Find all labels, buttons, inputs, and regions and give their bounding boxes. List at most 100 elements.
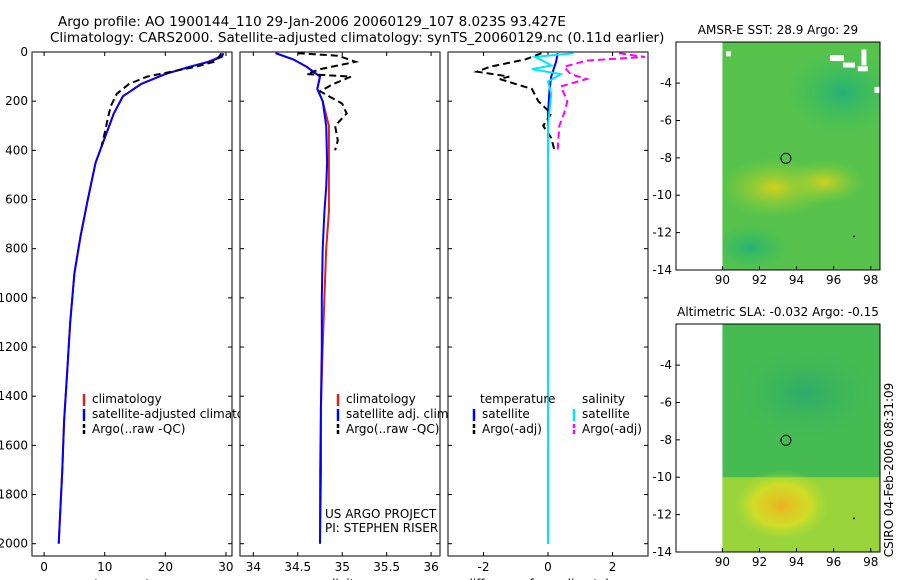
temperature-ytick-label: 1800 bbox=[0, 488, 28, 502]
salinity-legend-satellite: satellite adj. clim. bbox=[346, 407, 452, 421]
sla_map-ytick-label: -6 bbox=[660, 395, 672, 409]
salinity-panel: 34 34.5 35 35.5 36 salinity climatologysatelli… bbox=[239, 51, 452, 580]
sst-missing-patch bbox=[829, 55, 844, 62]
temperature-panel: 0 200 400 600 800 1000 1200 1400 1600 1800 2000 0 10… bbox=[0, 45, 270, 580]
header-line2: Climatology: CARS2000. Satellite-adjuste… bbox=[50, 30, 664, 46]
diff-legend-temp-argo: Argo(-adj) bbox=[482, 422, 542, 436]
temperature-xtick-label: 0 bbox=[40, 560, 48, 574]
diff-legend-title-temperature: temperature bbox=[480, 392, 555, 406]
temperature-ytick-label: 2000 bbox=[0, 537, 28, 551]
sla_map-ytick-label: -8 bbox=[660, 433, 672, 447]
sla_map-xtick-label: 96 bbox=[826, 555, 841, 569]
difference-xtick-label: -2 bbox=[477, 560, 489, 574]
diff-legend-sal-satellite: satellite bbox=[582, 407, 630, 421]
sla_map-xtick-label: 90 bbox=[715, 555, 730, 569]
sla_map-field bbox=[722, 324, 880, 552]
difference-xtick-label: 0 bbox=[544, 560, 552, 574]
sla_map-small-marker bbox=[853, 517, 856, 520]
sst_map-float-marker bbox=[780, 152, 792, 164]
sst_map-xtick-label: 90 bbox=[715, 273, 730, 287]
sst_map-ytick-label: -12 bbox=[652, 226, 672, 240]
salinity-xtick-label: 35.5 bbox=[373, 560, 400, 574]
salinity-legend-climatology: climatology bbox=[346, 392, 416, 406]
credit-label: CSIRO 04-Feb-2006 08:31:09 bbox=[882, 383, 896, 558]
temperature-series-satellite-adjusted-climatology bbox=[57, 52, 225, 544]
difference-panel: -2 0 2 difference from climatology temperatu… bbox=[447, 51, 649, 580]
sst-missing-patch bbox=[857, 66, 868, 72]
salinity-xtick-label: 34.5 bbox=[284, 560, 311, 574]
temperature-ytick-label: 1000 bbox=[0, 291, 28, 305]
diff-legend-title-salinity: salinity bbox=[582, 392, 625, 406]
sst_map-xtick-label: 94 bbox=[789, 273, 804, 287]
sst_map-field bbox=[722, 42, 881, 270]
sla_map-xtick-label: 94 bbox=[789, 555, 804, 569]
difference-series-temperature-argo-adj- bbox=[473, 52, 556, 151]
salinity-xtick-label: 35 bbox=[335, 560, 350, 574]
temperature-ytick-label: 1600 bbox=[0, 438, 28, 452]
sst_map-xtick-label: 92 bbox=[752, 273, 767, 287]
sla_map-ytick-label: -12 bbox=[652, 508, 672, 522]
diff-legend-sal-argo: Argo(-adj) bbox=[582, 422, 642, 436]
temperature-ytick-label: 200 bbox=[5, 94, 28, 108]
sla_map-axes-frame bbox=[675, 323, 881, 553]
temperature-axes-frame bbox=[31, 51, 233, 557]
salinity-series-argo-raw-qc- bbox=[297, 52, 360, 151]
sst_map-small-marker bbox=[853, 235, 856, 238]
sst-missing-patch bbox=[861, 49, 867, 66]
sst_map-ytick-label: -10 bbox=[652, 188, 672, 202]
temperature-ytick-label: 0 bbox=[20, 45, 28, 59]
temperature-ytick-label: 600 bbox=[5, 193, 28, 207]
sst_map-xtick-label: 98 bbox=[863, 273, 878, 287]
salinity-xtick-label: 36 bbox=[423, 560, 438, 574]
sst_map-title: AMSR-E SST: 28.9 Argo: 29 bbox=[698, 23, 858, 37]
sla_map-ytick-label: -14 bbox=[652, 545, 672, 559]
sst-cool-region bbox=[782, 47, 881, 138]
temperature-legend-satellite: satellite-adjusted climatology bbox=[92, 407, 270, 421]
temperature-ytick-label: 1200 bbox=[0, 340, 28, 354]
sst_map-ytick-label: -6 bbox=[660, 113, 672, 127]
sst_map-ytick-label: -8 bbox=[660, 151, 672, 165]
difference-xtick-label: 2 bbox=[609, 560, 617, 574]
temperature-ytick-label: 1400 bbox=[0, 389, 28, 403]
sst-missing-patch bbox=[726, 51, 732, 57]
temperature-legend-climatology: climatology bbox=[92, 392, 162, 406]
difference-xlabel: difference from climatology bbox=[465, 577, 631, 580]
temperature-xtick-label: 20 bbox=[158, 560, 173, 574]
sla_map-xtick-label: 98 bbox=[863, 555, 878, 569]
sst-missing-patch bbox=[842, 62, 855, 68]
difference-series-salinity-argo-adj- bbox=[556, 52, 645, 151]
diff-legend-temp-satellite: satellite bbox=[482, 407, 530, 421]
temperature-xtick-label: 30 bbox=[218, 560, 233, 574]
sla-high-region bbox=[733, 470, 830, 541]
sla_map-panel: -14 -12 -10 -8 -6 -4 90 92 94 96 98 Altimetric SLA:… bbox=[652, 305, 881, 569]
sst_map-panel: -14 -12 -10 -8 -6 -4 90 92 94 96 98 AMSR-E SST: 28.… bbox=[652, 23, 881, 287]
sla_map-title: Altimetric SLA: -0.032 Argo: -0.15 bbox=[677, 305, 879, 319]
temperature-ytick-label: 400 bbox=[5, 143, 28, 157]
sst_map-xtick-label: 96 bbox=[826, 273, 841, 287]
sst_map-axes-frame bbox=[675, 41, 881, 271]
salinity-legend-argo: Argo(..raw -QC) bbox=[346, 422, 439, 436]
sst_map-ytick-label: -4 bbox=[660, 76, 672, 90]
temperature-xtick-label: 10 bbox=[97, 560, 112, 574]
sla-low-region bbox=[735, 348, 876, 439]
salinity-xtick-label: 34 bbox=[246, 560, 261, 574]
sla_map-xtick-label: 92 bbox=[752, 555, 767, 569]
sst-cool-region-south bbox=[722, 222, 791, 270]
temperature-series-argo-raw-qc- bbox=[100, 52, 223, 146]
project-label: US ARGO PROJECT bbox=[325, 507, 437, 521]
sla_map-ytick-label: -4 bbox=[660, 358, 672, 372]
header-line1: Argo profile: AO 1900144_110 29-Jan-2006… bbox=[58, 14, 566, 30]
salinity-axes-frame bbox=[239, 51, 441, 557]
salinity-xlabel: salinity bbox=[318, 577, 361, 580]
pi-label: PI: STEPHEN RISER bbox=[325, 521, 438, 535]
sst-missing-patch bbox=[874, 86, 881, 93]
temperature-xlabel: temperature bbox=[94, 577, 169, 580]
sst_map-ytick-label: -14 bbox=[652, 263, 672, 277]
sla_map-ytick-label: -10 bbox=[652, 470, 672, 484]
temperature-ytick-label: 800 bbox=[5, 242, 28, 256]
sla_map-float-marker bbox=[780, 434, 792, 446]
difference-series-salinity-satellite bbox=[531, 52, 574, 544]
temperature-legend-argo: Argo(..raw -QC) bbox=[92, 422, 185, 436]
sst-warm-region-east bbox=[784, 160, 865, 205]
